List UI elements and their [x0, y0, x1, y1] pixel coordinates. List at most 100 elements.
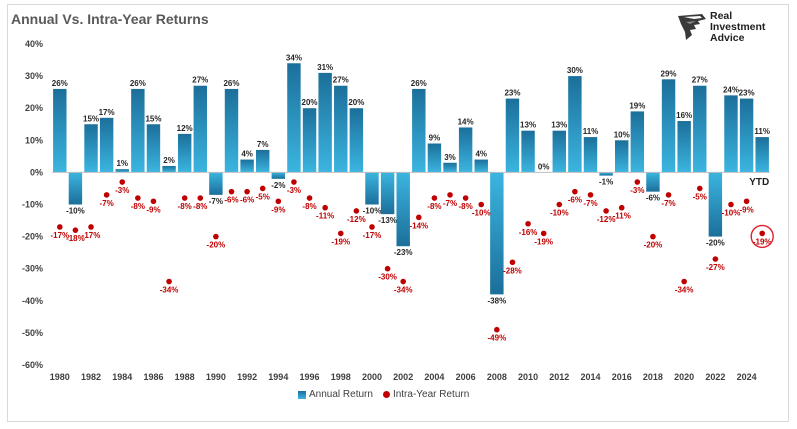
x-tick-label: 2004: [424, 372, 444, 382]
intra-year-dot: [696, 185, 703, 192]
intra-year-dot: [369, 224, 375, 230]
intra-year-dot: [181, 195, 188, 201]
intra-year-label: -19%: [331, 237, 350, 246]
intra-year-label: -9%: [146, 205, 160, 214]
annual-return-label: 27%: [692, 76, 708, 85]
intra-year-label: -28%: [503, 266, 522, 275]
annual-return-label: 27%: [192, 76, 208, 85]
y-tick-label: -40%: [22, 296, 43, 306]
intra-year-label: -9%: [739, 205, 753, 214]
annual-return-label: 24%: [723, 85, 739, 94]
annual-return-bar: [209, 172, 223, 195]
ytd-label: YTD: [749, 177, 769, 188]
intra-year-label: -20%: [207, 241, 226, 250]
intra-year-dot: [275, 198, 282, 205]
x-tick-label: 2016: [612, 372, 632, 382]
annual-return-bar: [708, 172, 723, 237]
intra-year-dot: [556, 201, 563, 208]
annual-return-bar: [552, 130, 566, 173]
intra-year-label: -6%: [240, 196, 254, 205]
annual-return-label: 20%: [348, 98, 364, 107]
intra-year-label: -30%: [378, 273, 397, 282]
intra-year-label: -7%: [100, 199, 114, 208]
annual-return-label: -20%: [706, 239, 725, 248]
annual-return-bar: [412, 88, 426, 173]
intra-year-label: -9%: [271, 205, 285, 214]
intra-year-label: -12%: [347, 215, 366, 224]
annual-return-label: 9%: [429, 134, 441, 143]
intra-year-dot: [525, 220, 531, 227]
annual-return-label: 15%: [83, 114, 99, 123]
annual-return-label: 10%: [614, 130, 630, 139]
annual-return-label: 23%: [504, 89, 520, 98]
annual-return-label: 11%: [583, 127, 599, 136]
annual-return-bar: [646, 172, 660, 192]
intra-year-label: -5%: [256, 192, 270, 201]
annual-return-label: 34%: [286, 53, 302, 62]
logo-line-3: Advice: [710, 32, 745, 44]
annual-return-bar: [739, 98, 754, 173]
annual-return-bar: [458, 127, 473, 173]
annual-return-label: -1%: [599, 178, 613, 187]
intra-year-dot: [400, 278, 406, 285]
annual-return-label: 14%: [458, 117, 474, 126]
annual-return-label: 27%: [333, 76, 349, 85]
intra-year-dot: [431, 195, 438, 201]
annual-return-label: -2%: [271, 181, 285, 190]
intra-year-dot: [150, 198, 157, 205]
intra-year-dot: [353, 208, 360, 214]
intra-year-label: -8%: [302, 202, 316, 211]
intra-year-label: -27%: [706, 263, 725, 272]
y-tick-label: 0%: [30, 167, 43, 177]
y-tick-label: -30%: [22, 264, 43, 274]
annual-return-label: 26%: [411, 79, 427, 88]
intra-year-label: -10%: [472, 209, 491, 218]
annual-return-label: 26%: [52, 79, 68, 88]
logo-text: Real Investment Advice: [710, 11, 765, 44]
intra-year-dot: [728, 201, 734, 208]
x-tick-label: 2010: [518, 372, 538, 382]
intra-year-dot: [228, 188, 235, 195]
annual-return-bar: [224, 88, 239, 173]
intra-year-dot: [322, 204, 328, 211]
intra-year-dot: [494, 326, 500, 333]
intra-year-label: -34%: [675, 286, 694, 295]
x-tick-label: 1988: [175, 372, 195, 382]
intra-year-label: -5%: [693, 192, 707, 201]
intra-year-dot: [291, 179, 297, 185]
annual-return-label: 23%: [739, 89, 755, 98]
y-tick-label: 30%: [25, 71, 43, 81]
annual-return-bar: [334, 85, 348, 173]
annual-return-label: -23%: [394, 248, 413, 257]
intra-year-label: -14%: [409, 221, 428, 230]
x-tick-label: 1984: [112, 372, 132, 382]
intra-year-label: -7%: [443, 199, 457, 208]
annual-return-label: 17%: [99, 108, 115, 117]
x-tick-label: 1982: [81, 372, 101, 382]
annual-return-bar: [630, 111, 645, 173]
legend-annual-swatch: [298, 390, 306, 399]
intra-year-dot: [416, 214, 422, 221]
annual-return-bar: [115, 169, 129, 173]
intra-year-dot: [462, 195, 469, 201]
intra-year-label: -6%: [224, 196, 238, 205]
intra-year-dot: [743, 198, 750, 205]
x-tick-label: 2006: [456, 372, 476, 382]
annual-return-bar: [162, 165, 176, 173]
annual-return-label: 11%: [754, 127, 770, 136]
intra-year-dot: [634, 179, 641, 185]
x-tick-label: 1996: [300, 372, 320, 382]
annual-return-label: -38%: [488, 296, 507, 305]
annual-return-bar: [365, 172, 379, 205]
chart-title: Annual Vs. Intra-Year Returns: [11, 11, 209, 27]
intra-year-label: -3%: [630, 186, 644, 195]
intra-year-label: -34%: [160, 286, 179, 295]
x-axis: 1980 1982 1984 1986 1988 1990 1992 1994 1996 1998…: [50, 372, 757, 382]
intra-year-dot: [306, 195, 313, 201]
intra-year-dot: [166, 278, 172, 285]
intra-year-dot: [72, 227, 79, 233]
intra-year-label: -10%: [722, 209, 741, 218]
y-tick-label: -50%: [22, 328, 43, 338]
eagle-head-icon: [678, 14, 706, 40]
